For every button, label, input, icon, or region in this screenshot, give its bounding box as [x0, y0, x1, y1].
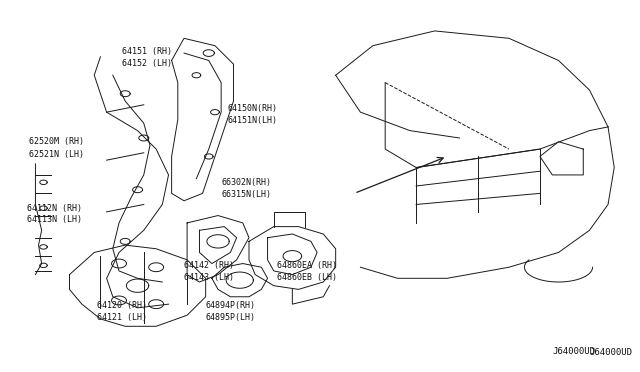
Text: 64894P(RH): 64894P(RH)	[205, 301, 255, 311]
Text: 64150N(RH): 64150N(RH)	[227, 104, 277, 113]
Text: 64120 (RH): 64120 (RH)	[97, 301, 147, 311]
Text: 64142 (RH): 64142 (RH)	[184, 261, 234, 270]
Text: 64112N (RH): 64112N (RH)	[28, 203, 83, 213]
Text: 64895P(LH): 64895P(LH)	[205, 313, 255, 322]
Text: 64121 (LH): 64121 (LH)	[97, 313, 147, 322]
Text: 64860EA (RH): 64860EA (RH)	[277, 261, 337, 270]
Text: 64143 (LH): 64143 (LH)	[184, 273, 234, 282]
Text: J64000UD: J64000UD	[553, 347, 596, 356]
Text: 62521N (LH): 62521N (LH)	[29, 150, 84, 159]
Text: 64860EB (LH): 64860EB (LH)	[277, 273, 337, 282]
Text: J64000UD: J64000UD	[589, 348, 632, 357]
Text: 64151N(LH): 64151N(LH)	[227, 116, 277, 125]
Text: 64113N (LH): 64113N (LH)	[28, 215, 83, 224]
Text: 64152 (LH): 64152 (LH)	[122, 59, 172, 68]
Text: 66315N(LH): 66315N(LH)	[221, 190, 271, 199]
Text: 64151 (RH): 64151 (RH)	[122, 47, 172, 56]
Text: 66302N(RH): 66302N(RH)	[221, 178, 271, 187]
Text: 62520M (RH): 62520M (RH)	[29, 137, 84, 146]
